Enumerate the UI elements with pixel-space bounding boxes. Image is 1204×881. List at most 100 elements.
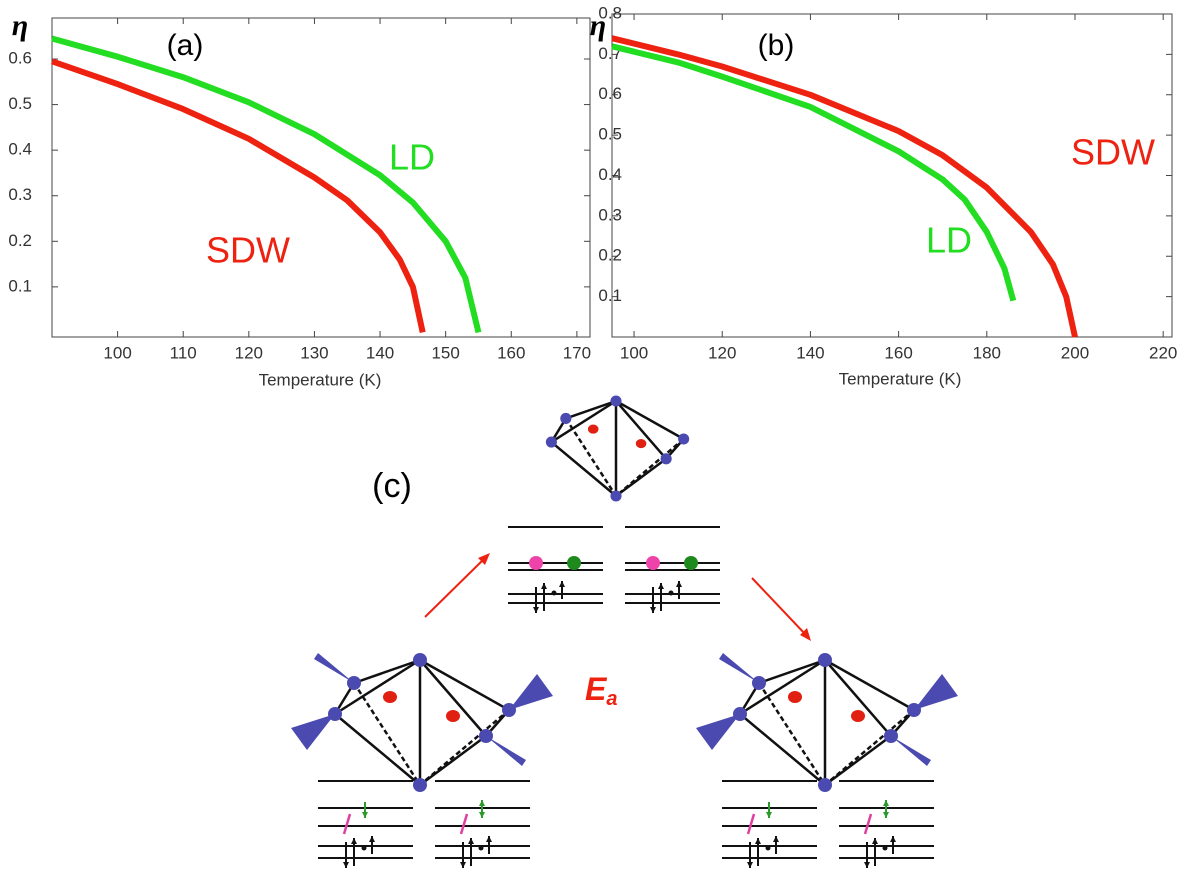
x-tick-label: 220 (1149, 343, 1177, 362)
x-tick-label: 200 (1061, 343, 1089, 362)
y-tick-label: 0.6 (598, 84, 622, 103)
spin-cone (719, 653, 759, 683)
spin-arrow (342, 813, 352, 835)
charge (851, 710, 865, 722)
cluster-edge (419, 658, 510, 712)
spin-arrow-head (766, 812, 772, 818)
charge (635, 439, 647, 449)
x-tick-label: 140 (366, 343, 394, 362)
atom (752, 676, 766, 690)
charge (383, 691, 397, 703)
spin-arrow (863, 813, 873, 835)
y-tick-label: 0.1 (8, 276, 32, 295)
electron (529, 556, 543, 570)
cluster-edge (824, 709, 915, 786)
line-series (51, 35, 482, 334)
atom (660, 453, 672, 465)
spin-arrow-head (883, 800, 889, 806)
y-axis-label: η (590, 9, 606, 42)
atom (884, 729, 898, 743)
cluster-edge (824, 659, 892, 737)
cluster-edge (615, 399, 685, 441)
annotation: (a) (167, 29, 204, 62)
y-tick-label: 0.2 (8, 231, 32, 250)
arrow (751, 577, 807, 636)
spin-cone (696, 714, 740, 750)
electron (668, 590, 674, 596)
x-tick-label: 100 (620, 343, 648, 362)
cluster-edge (334, 658, 421, 716)
atom (413, 653, 427, 667)
x-tick-label: 100 (103, 343, 131, 362)
atom (610, 395, 622, 407)
cluster-edge (615, 400, 668, 460)
spin-arrow-head (559, 581, 565, 587)
electron (646, 556, 660, 570)
cluster-diagram: (c) Ea (291, 395, 958, 868)
cluster-edge (564, 417, 618, 497)
spin-arrow-head (747, 862, 753, 868)
electron (567, 556, 581, 570)
atom (818, 653, 832, 667)
y-tick-label: 0.3 (8, 185, 32, 204)
y-tick-label: 0.5 (8, 94, 32, 113)
atom (328, 707, 342, 721)
spin-arrow-head (486, 836, 492, 842)
annotation: SDW (206, 230, 290, 271)
cluster-edge (334, 713, 421, 786)
spin-cone (486, 736, 526, 766)
cluster-edge (550, 399, 617, 444)
electron (361, 845, 367, 851)
spin-cone (314, 653, 354, 683)
spin-arrow-head (773, 836, 779, 842)
cluster-edge (615, 457, 667, 498)
y-tick-label: 0.1 (598, 286, 622, 305)
energy-label: Ea (585, 671, 617, 710)
spin-cone (914, 674, 958, 710)
cluster-edge (758, 658, 826, 685)
electron (684, 556, 698, 570)
atom (413, 778, 427, 792)
x-axis-label: Temperature (K) (259, 370, 382, 389)
plot-frame (611, 13, 1173, 338)
spin-arrow-head (369, 836, 375, 842)
cluster-edge (419, 734, 487, 787)
y-tick-label: 0.6 (8, 48, 32, 67)
y-tick-label: 0.4 (8, 140, 32, 159)
cluster-edge (565, 399, 617, 420)
cluster-edge (739, 713, 826, 786)
y-tick-label: 0.2 (598, 246, 622, 265)
cluster-edge (615, 438, 685, 497)
x-tick-label: 120 (235, 343, 263, 362)
cluster-edge (824, 658, 915, 712)
arrow (424, 558, 485, 618)
spin-arrow-head (872, 838, 878, 844)
x-axis-label: Temperature (K) (839, 369, 962, 388)
spin-arrow-head (676, 581, 682, 587)
cluster-edge (757, 682, 827, 786)
arrow-head (800, 628, 811, 641)
spin-arrow-head (890, 836, 896, 842)
y-tick-label: 0.4 (598, 165, 622, 184)
spin-arrow (459, 813, 469, 835)
spin-arrow-head (541, 583, 547, 589)
atom (347, 676, 361, 690)
atom (545, 436, 557, 448)
x-tick-label: 160 (497, 343, 525, 362)
x-tick-label: 110 (170, 343, 197, 362)
panel-label: (c) (372, 467, 412, 505)
electron (765, 845, 771, 851)
spin-arrow-head (479, 800, 485, 806)
cluster-edge (353, 658, 421, 685)
x-tick-label: 160 (884, 343, 912, 362)
annotation: SDW (1071, 132, 1155, 173)
x-tick-label: 130 (300, 343, 328, 362)
spin-arrow-head (362, 812, 368, 818)
x-tick-label: 180 (973, 343, 1001, 362)
cluster-edge (824, 734, 892, 787)
cluster-edge (352, 682, 422, 786)
y-tick-label: 0.3 (598, 205, 622, 224)
y-axis-label: η (12, 9, 28, 42)
electron (551, 590, 557, 596)
